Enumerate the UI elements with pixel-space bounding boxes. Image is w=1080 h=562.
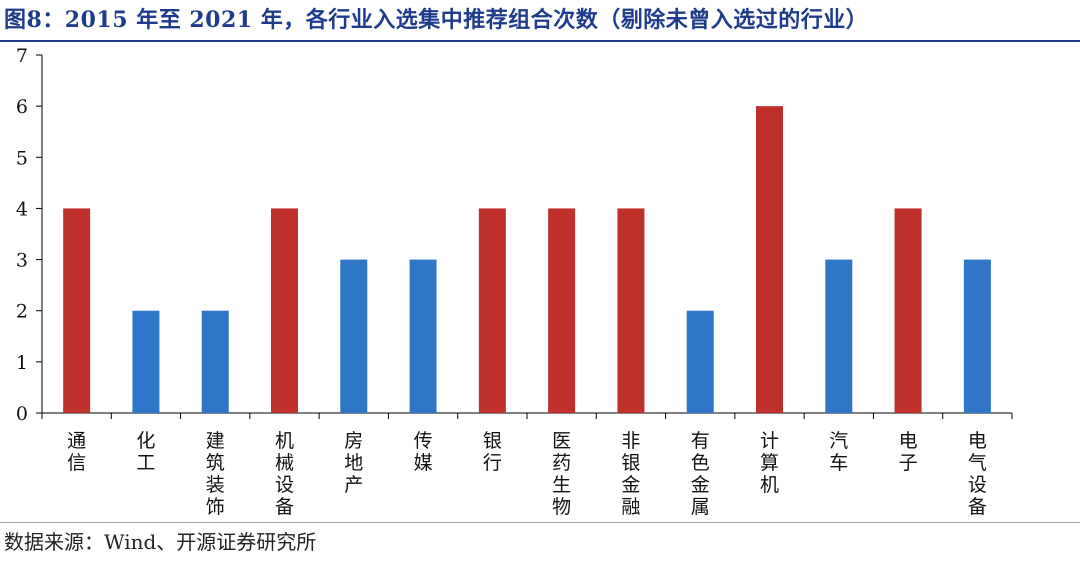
y-tick-label: 6 [16, 96, 28, 118]
x-category-label: 传媒 [414, 430, 433, 474]
y-tick-label: 4 [16, 198, 28, 220]
y-tick-label: 5 [16, 147, 28, 169]
x-category-label: 有色金属 [691, 430, 710, 518]
y-tick-label: 3 [16, 250, 28, 272]
bar-电子 [894, 208, 922, 413]
y-tick-label: 7 [16, 45, 28, 67]
x-category-label: 电子 [899, 430, 918, 474]
x-category-label: 电气设备 [968, 430, 987, 518]
y-tick-label: 1 [16, 352, 28, 374]
x-category-label: 房地产 [344, 430, 363, 496]
bar-chart: 0 1 2 3 4 5 6 7 通信 化工 建筑装饰 机械设备 房地产 传媒 银行 医药生物 非银金融 有色金属… [16, 45, 1013, 518]
bar-汽车 [825, 259, 853, 413]
x-category-label: 化工 [136, 430, 155, 474]
bar-电气设备 [963, 259, 991, 413]
bar-非银金融 [617, 208, 645, 413]
bar-有色金属 [686, 310, 714, 413]
x-category-label: 计算机 [760, 430, 779, 496]
bar-化工 [132, 310, 160, 413]
bar-传媒 [409, 259, 437, 413]
chart-title: 图8：2015 年至 2021 年，各行业入选集中推荐组合次数（剔除未曾入选过的… [4, 7, 869, 33]
bar-series [63, 106, 991, 413]
bar-房地产 [340, 259, 368, 413]
x-axis-labels: 通信 化工 建筑装饰 机械设备 房地产 传媒 银行 医药生物 非银金融 有色金属 计算机 汽车 电子 电气… [67, 430, 987, 518]
bar-银行 [478, 208, 506, 413]
x-category-label: 非银金融 [621, 430, 640, 518]
chart-axes [41, 55, 1013, 419]
y-tick-label: 2 [16, 301, 28, 323]
bar-建筑装饰 [201, 310, 229, 413]
y-axis-ticks: 0 1 2 3 4 5 6 7 [16, 45, 42, 425]
x-category-label: 机械设备 [275, 430, 294, 518]
bar-计算机 [756, 106, 783, 413]
x-category-label: 汽车 [829, 430, 848, 474]
x-category-label: 银行 [483, 430, 502, 474]
y-tick-label: 0 [16, 403, 28, 425]
source-divider [0, 522, 1080, 523]
title-divider [0, 40, 1080, 42]
bar-通信 [63, 208, 91, 413]
bar-机械设备 [271, 208, 298, 413]
data-source-note: 数据来源：Wind、开源证券研究所 [4, 530, 317, 554]
x-category-label: 通信 [67, 430, 86, 474]
x-category-label: 医药生物 [552, 430, 571, 518]
x-category-label: 建筑装饰 [206, 430, 225, 518]
bar-医药生物 [548, 208, 576, 413]
